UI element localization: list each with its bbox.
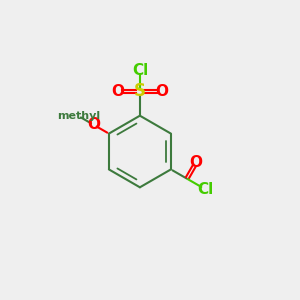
- Text: Cl: Cl: [132, 63, 148, 78]
- Text: O: O: [111, 84, 124, 99]
- Text: O: O: [87, 117, 101, 132]
- Text: O: O: [155, 84, 168, 99]
- Text: S: S: [134, 82, 146, 100]
- Text: Cl: Cl: [197, 182, 213, 196]
- Text: methyl: methyl: [57, 111, 100, 121]
- Text: O: O: [190, 155, 202, 170]
